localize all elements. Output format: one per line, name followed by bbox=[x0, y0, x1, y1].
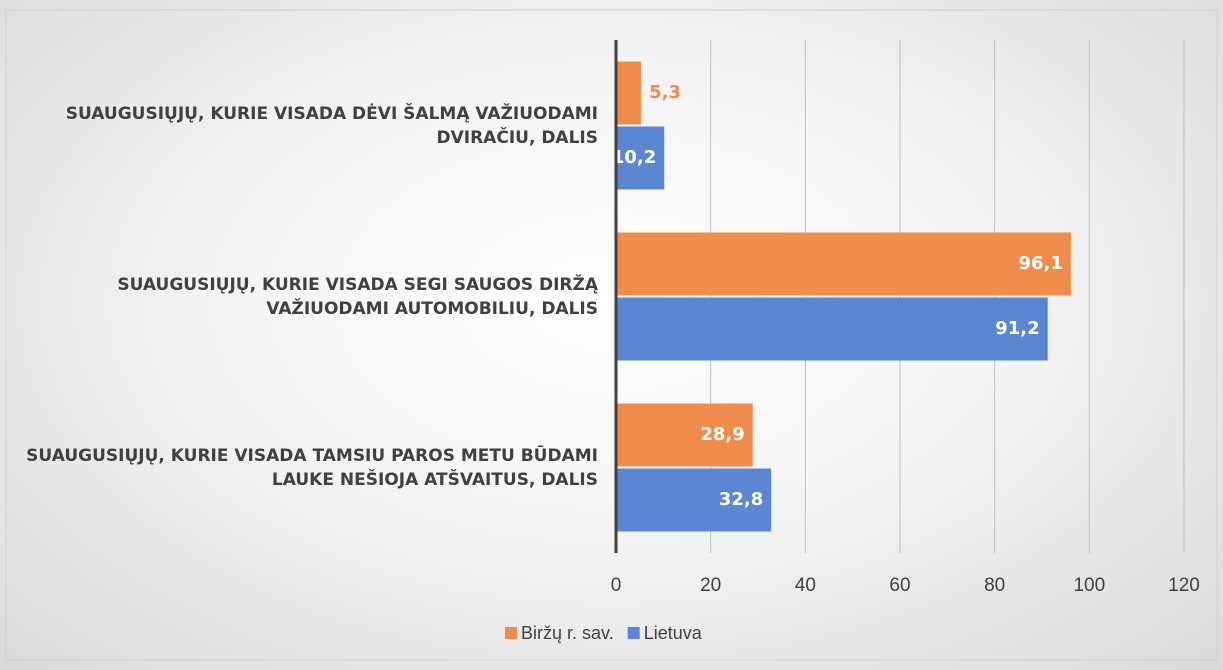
category-label: SUAUGUSIŲJŲ, KURIE VISADA DĖVI ŠALMĄ VAŽ… bbox=[65, 103, 598, 148]
data-label: 10,2 bbox=[612, 147, 656, 168]
x-tick-label: 80 bbox=[984, 575, 1005, 596]
x-tick-label: 60 bbox=[889, 575, 910, 596]
data-label: 32,8 bbox=[719, 489, 763, 510]
category-label: SUAUGUSIŲJŲ, KURIE VISADA TAMSIU PAROS M… bbox=[26, 445, 598, 490]
category-label: SUAUGUSIŲJŲ, KURIE VISADA SEGI SAUGOS DI… bbox=[117, 274, 598, 319]
bar bbox=[616, 297, 1048, 361]
legend-label: Biržų r. sav. bbox=[521, 623, 614, 643]
x-tick-label: 40 bbox=[795, 575, 816, 596]
x-tick-label: 100 bbox=[1073, 575, 1105, 596]
data-label: 91,2 bbox=[995, 318, 1039, 339]
data-label: 96,1 bbox=[1018, 253, 1062, 274]
x-tick-label: 0 bbox=[611, 575, 622, 596]
x-tick-label: 120 bbox=[1168, 575, 1200, 596]
legend-label: Lietuva bbox=[644, 623, 703, 643]
bar bbox=[616, 232, 1071, 296]
bar bbox=[616, 403, 753, 467]
legend-swatch bbox=[627, 627, 640, 639]
bar bbox=[616, 126, 665, 190]
x-tick-label: 20 bbox=[700, 575, 721, 596]
bar bbox=[616, 61, 642, 125]
legend-swatch bbox=[505, 627, 517, 639]
data-label: 5,3 bbox=[649, 82, 681, 103]
data-label: 28,9 bbox=[700, 424, 744, 445]
chart-border bbox=[5, 9, 1218, 661]
bar bbox=[616, 468, 772, 532]
